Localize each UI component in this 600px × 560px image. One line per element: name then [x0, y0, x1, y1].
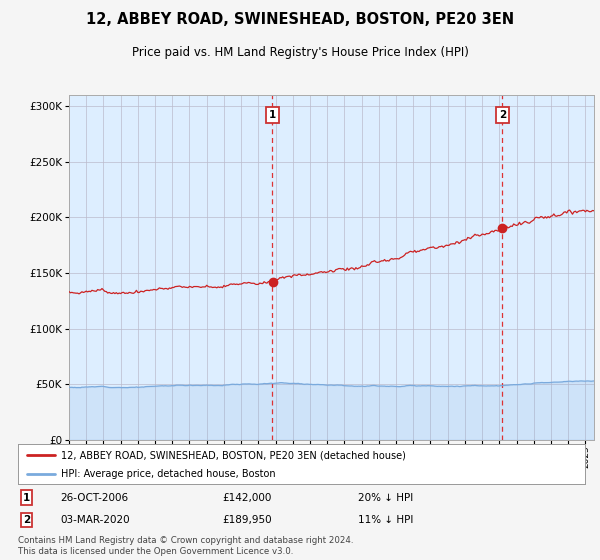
- Text: 12, ABBEY ROAD, SWINESHEAD, BOSTON, PE20 3EN (detached house): 12, ABBEY ROAD, SWINESHEAD, BOSTON, PE20…: [61, 450, 406, 460]
- Text: HPI: Average price, detached house, Boston: HPI: Average price, detached house, Bost…: [61, 469, 275, 479]
- Text: 12, ABBEY ROAD, SWINESHEAD, BOSTON, PE20 3EN: 12, ABBEY ROAD, SWINESHEAD, BOSTON, PE20…: [86, 12, 514, 27]
- Text: Contains HM Land Registry data © Crown copyright and database right 2024.
This d: Contains HM Land Registry data © Crown c…: [18, 536, 353, 556]
- Text: Price paid vs. HM Land Registry's House Price Index (HPI): Price paid vs. HM Land Registry's House …: [131, 46, 469, 59]
- Text: 20% ↓ HPI: 20% ↓ HPI: [358, 493, 413, 503]
- Text: 11% ↓ HPI: 11% ↓ HPI: [358, 515, 413, 525]
- Text: 1: 1: [23, 493, 30, 503]
- Text: £142,000: £142,000: [222, 493, 271, 503]
- Text: 2: 2: [23, 515, 30, 525]
- Text: £189,950: £189,950: [222, 515, 272, 525]
- Text: 2: 2: [499, 110, 506, 120]
- Text: 26-OCT-2006: 26-OCT-2006: [61, 493, 128, 503]
- Text: 1: 1: [269, 110, 276, 120]
- Text: 03-MAR-2020: 03-MAR-2020: [61, 515, 130, 525]
